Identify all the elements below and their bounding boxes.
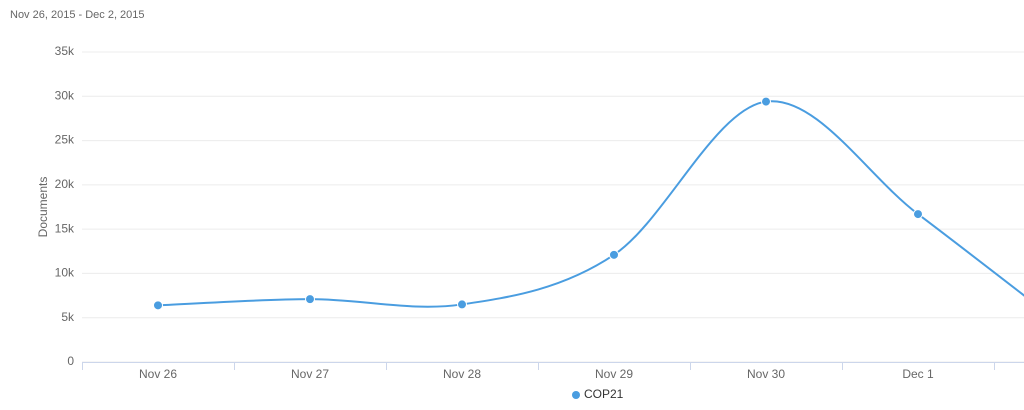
data-point — [305, 294, 315, 305]
data-point — [761, 96, 771, 107]
series-line — [157, 100, 1024, 308]
y-tick-label: 15k — [55, 221, 75, 235]
legend-marker — [572, 391, 580, 399]
x-tick-label: Nov 27 — [291, 367, 329, 381]
y-tick-label: 30k — [55, 88, 75, 102]
y-tick-label: 20k — [55, 177, 75, 191]
y-tick-label: 5k — [61, 310, 75, 324]
data-point — [153, 300, 163, 311]
x-tick-label: Nov 29 — [595, 367, 633, 381]
data-point — [913, 209, 923, 220]
y-tick-label: 35k — [55, 44, 75, 58]
x-tick-label: Nov 30 — [747, 367, 785, 381]
legend-label: COP21 — [584, 387, 624, 401]
y-tick-label: 10k — [55, 266, 75, 280]
x-tick-label: Nov 26 — [139, 367, 177, 381]
y-tick-label: 0 — [67, 354, 74, 368]
y-axis-title: Documents — [36, 177, 50, 238]
y-tick-label: 25k — [55, 133, 75, 147]
x-tick-label: Nov 28 — [443, 367, 481, 381]
data-point — [457, 299, 467, 310]
chart-subtitle: Nov 26, 2015 - Dec 2, 2015 — [10, 9, 145, 21]
x-tick-label: Dec 1 — [902, 367, 934, 381]
data-point — [609, 249, 619, 260]
